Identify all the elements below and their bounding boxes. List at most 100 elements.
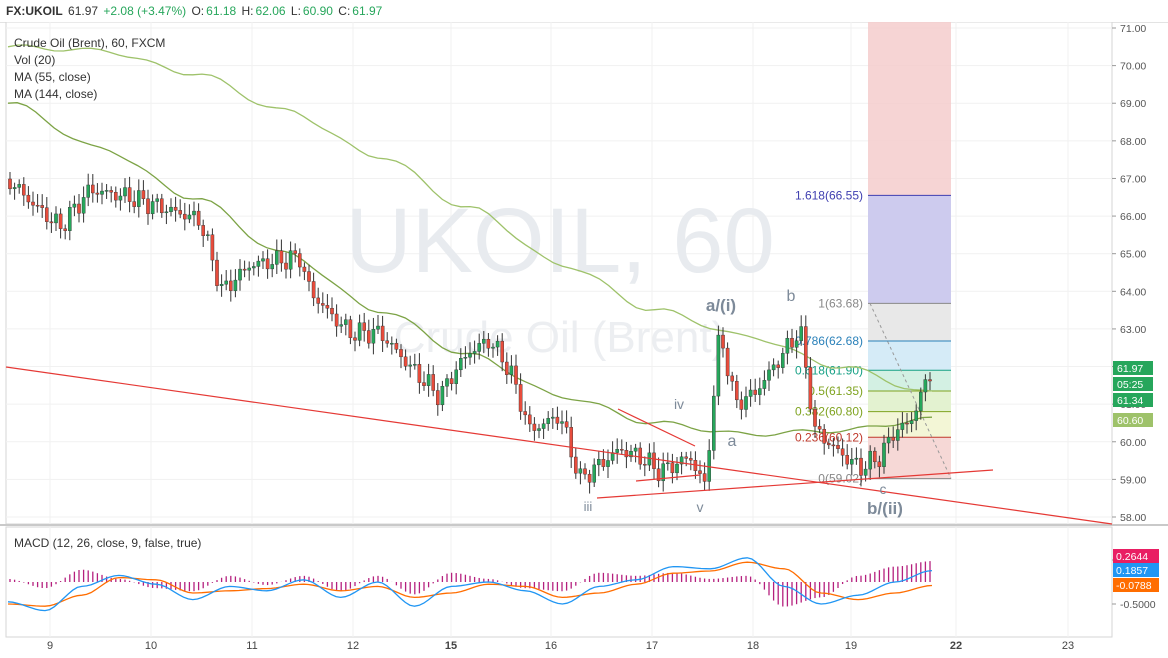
candle-body (298, 253, 302, 268)
price-badge-text: 61.34 (1117, 395, 1143, 407)
macd-badge (1113, 549, 1159, 563)
chart-canvas[interactable]: UKOIL, 60 Crude Oil (Brent) 0(59.02)0.23… (0, 22, 1168, 658)
candle-body (877, 461, 882, 467)
legend-title[interactable]: Crude Oil (Brent), 60, FXCM (14, 36, 165, 50)
candle-body (638, 447, 642, 465)
price-badge-text: 61.97 (1117, 363, 1143, 375)
legend-vol[interactable]: Vol (20) (14, 53, 55, 67)
candle-body (238, 268, 242, 281)
price-tick-label: 68.00 (1120, 136, 1146, 148)
macd-pane[interactable] (5, 526, 1113, 638)
time-tick-label: 18 (747, 640, 759, 652)
candle-body (868, 450, 872, 470)
candle-body (22, 184, 26, 196)
candle-body (449, 378, 454, 384)
candle-body (555, 416, 560, 424)
candle-body (316, 297, 321, 304)
candle-body (886, 437, 891, 444)
candle-body (748, 389, 753, 397)
candle-body (491, 346, 495, 349)
triangle-lower[interactable] (635, 474, 701, 482)
candle-body (587, 473, 592, 483)
candle-body (675, 463, 679, 474)
time-tick-label: 15 (445, 640, 457, 652)
price-badges: 61.97 05:25 61.34 60.60 0.2644 0.1857 -0.0788 (1113, 361, 1159, 592)
candle-body (900, 422, 905, 430)
candle-body (495, 340, 500, 348)
candle-body (196, 210, 201, 226)
candle-body (698, 470, 702, 474)
price-badge (1113, 393, 1153, 407)
candle-body (146, 198, 150, 215)
trendline-main[interactable] (5, 366, 1113, 525)
candle-body (767, 369, 771, 381)
candle-body (468, 353, 472, 358)
candle-body (509, 365, 514, 375)
candle-body (233, 279, 238, 291)
trendline-support[interactable] (596, 469, 994, 499)
macd-legend[interactable]: MACD (12, 26, close, 9, false, true) (14, 536, 201, 550)
candle-body (463, 357, 468, 359)
candle-body (836, 445, 840, 449)
candle-body (624, 450, 629, 458)
price-badge (1113, 361, 1153, 375)
candle-body (606, 460, 610, 467)
candle-body (40, 205, 44, 208)
fib-zone-618 (868, 370, 951, 391)
candle-body (58, 213, 63, 229)
symbol-name[interactable]: FX:UKOIL (6, 4, 63, 18)
price-axis[interactable]: 71.00 70.00 69.00 68.00 67.00 66.00 65.00 64.00… (1112, 23, 1146, 524)
time-axis[interactable]: 9 10 11 12 15 16 17 18 19 22 23 (47, 640, 1074, 652)
wave-label: a (728, 433, 737, 450)
fib-level-label: 0.786(62.68) (795, 334, 863, 348)
candle-body (348, 319, 353, 338)
candle-body (311, 281, 316, 299)
trendlines[interactable] (5, 366, 1113, 525)
candle-body (758, 388, 762, 395)
wave-label: c (880, 481, 887, 497)
candle-body (712, 395, 716, 451)
legend-ma55[interactable]: MA (55, close) (14, 70, 91, 84)
candle-body (850, 459, 854, 465)
candle-body (422, 382, 426, 386)
candle-body (344, 319, 348, 325)
candle-body (118, 195, 123, 201)
price-tick-label: 69.00 (1120, 98, 1146, 110)
candle-body (12, 187, 17, 190)
candle-body (408, 364, 413, 367)
wave-label: a/(i) (706, 296, 736, 315)
candle-body (164, 211, 169, 214)
candle-body (302, 266, 307, 272)
candle-body (643, 464, 647, 466)
candle-body (385, 340, 390, 344)
candle-body (178, 210, 183, 215)
candle-body (919, 391, 923, 412)
legend-ma144[interactable]: MA (144, close) (14, 87, 97, 101)
watermark-main: UKOIL, 60 (345, 190, 775, 292)
candle-body (192, 210, 196, 216)
candle-body (633, 447, 638, 452)
candle-body (426, 374, 431, 386)
candle-body (334, 313, 339, 327)
time-tick-label: 17 (646, 640, 658, 652)
candle-body (845, 454, 849, 465)
candle-body (827, 443, 831, 446)
candle-body (923, 379, 928, 393)
wave-label: iv (674, 396, 684, 412)
candle-body (113, 191, 118, 201)
triangle-upper[interactable] (617, 408, 696, 447)
price-tick-label: 64.00 (1120, 286, 1146, 298)
macd-tick-label: -0.5000 (1120, 599, 1156, 611)
candle-body (528, 414, 532, 425)
candle-body (472, 351, 477, 354)
candle-body (353, 337, 357, 341)
candle-body (265, 258, 270, 270)
candle-body (275, 250, 279, 265)
symbol-header: FX:UKOIL 61.97 +2.08 (+3.47%) O: 61.18 H:… (0, 0, 1168, 23)
candle-body (169, 206, 173, 213)
candle-body (182, 213, 187, 220)
candle-body (518, 384, 523, 412)
candle-body (629, 451, 633, 458)
candle-body (744, 396, 748, 410)
high-value: 62.06 (255, 4, 286, 18)
